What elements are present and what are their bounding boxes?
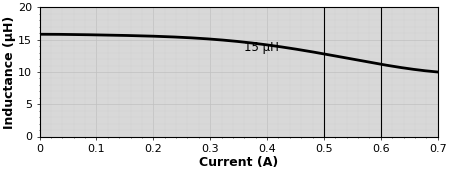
X-axis label: Current (A): Current (A) bbox=[199, 155, 278, 169]
Y-axis label: Inductance (μH): Inductance (μH) bbox=[4, 15, 17, 129]
Text: 15 μH: 15 μH bbox=[244, 41, 279, 54]
